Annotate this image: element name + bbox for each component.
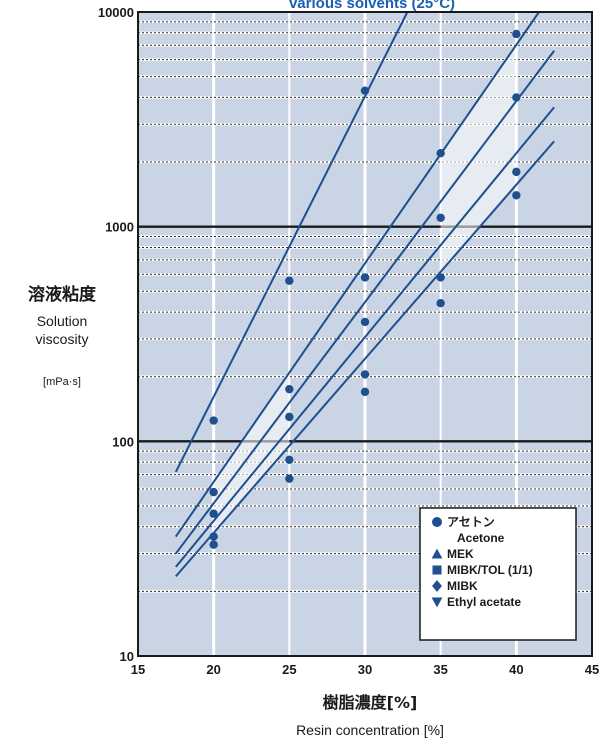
data-point <box>512 191 521 200</box>
series-0 <box>174 11 409 473</box>
legend-marker-triangle <box>431 548 443 559</box>
data-point <box>360 273 370 282</box>
data-point <box>285 412 294 422</box>
chart-title: various solvents (25°C) <box>289 0 455 12</box>
series-2 <box>175 50 555 555</box>
y-axis-label-line2: viscosity <box>36 331 89 347</box>
legend-box <box>419 507 577 641</box>
series-1 <box>175 11 540 538</box>
data-point <box>512 29 521 39</box>
data-point <box>209 540 218 549</box>
y-axis-label-jp: 溶液粘度 <box>28 284 97 305</box>
data-point <box>436 148 445 158</box>
series-line <box>175 106 555 568</box>
x-tick-label: 20 <box>206 662 220 677</box>
data-point <box>360 387 370 397</box>
x-tick-label: 30 <box>358 662 372 677</box>
data-point <box>436 213 445 222</box>
data-point <box>209 487 218 497</box>
legend-item: MIBK/TOL (1/1) <box>432 563 533 577</box>
legend-label: MIBK <box>447 579 478 593</box>
data-point <box>285 276 294 285</box>
x-tick-label: 40 <box>509 662 523 677</box>
axis-ticks: 15 20 25 30 35 40 45 10 100 1000 10000 <box>98 5 599 677</box>
legend-marker-triangle-down <box>431 597 443 608</box>
legend-marker-square <box>432 565 442 575</box>
data-point <box>436 299 445 308</box>
series-line <box>174 11 409 473</box>
hatch-region <box>440 44 517 272</box>
series-line <box>175 11 540 538</box>
data-point <box>285 384 294 394</box>
legend-label: Acetone <box>457 531 505 545</box>
data-point <box>512 167 521 177</box>
x-axis-label-jp: 樹脂濃度[%] <box>323 693 418 712</box>
x-axis-label: Resin concentration [%] <box>296 722 444 738</box>
legend-marker-diamond <box>432 580 442 592</box>
x-tick-label: 15 <box>131 662 145 677</box>
x-tick-label: 45 <box>585 662 599 677</box>
series-group <box>174 11 555 578</box>
legend-label: MIBK/TOL (1/1) <box>447 563 533 577</box>
y-axis-unit: [mPa·s] <box>43 376 81 388</box>
data-point <box>285 474 294 483</box>
plot-frame <box>137 11 593 657</box>
y-tick-label: 100 <box>112 434 134 449</box>
legend-marker-circle <box>432 517 442 527</box>
legend: アセトン Acetone MEK MIBK/TOL (1/1) MIBK Ethyl ac… <box>419 507 577 641</box>
legend-item: Acetone <box>457 531 505 545</box>
data-point <box>360 317 370 327</box>
legend-label: MEK <box>447 547 474 561</box>
y-axis-label: 溶液粘度 Solution viscosity [mPa·s] <box>28 284 97 388</box>
series-4 <box>175 140 555 578</box>
x-tick-label: 35 <box>433 662 447 677</box>
data-point <box>360 86 370 95</box>
y-tick-label: 1000 <box>105 220 134 235</box>
data-point <box>285 455 294 465</box>
y-tick-label: 10 <box>120 649 134 664</box>
data-point <box>209 416 218 425</box>
legend-item: アセトン <box>432 515 495 529</box>
legend-item: Ethyl acetate <box>431 595 521 609</box>
data-point <box>209 509 218 518</box>
series-line <box>175 50 555 555</box>
x-tick-label: 25 <box>282 662 296 677</box>
data-point <box>360 370 370 379</box>
legend-item: MIBK <box>432 579 478 593</box>
legend-label: アセトン <box>447 515 495 529</box>
series-line <box>175 140 555 578</box>
legend-label: Ethyl acetate <box>447 595 521 609</box>
y-axis-label-line1: Solution <box>37 313 88 329</box>
data-point <box>512 93 521 102</box>
legend-item: MEK <box>431 547 474 561</box>
y-tick-label: 10000 <box>98 5 134 20</box>
